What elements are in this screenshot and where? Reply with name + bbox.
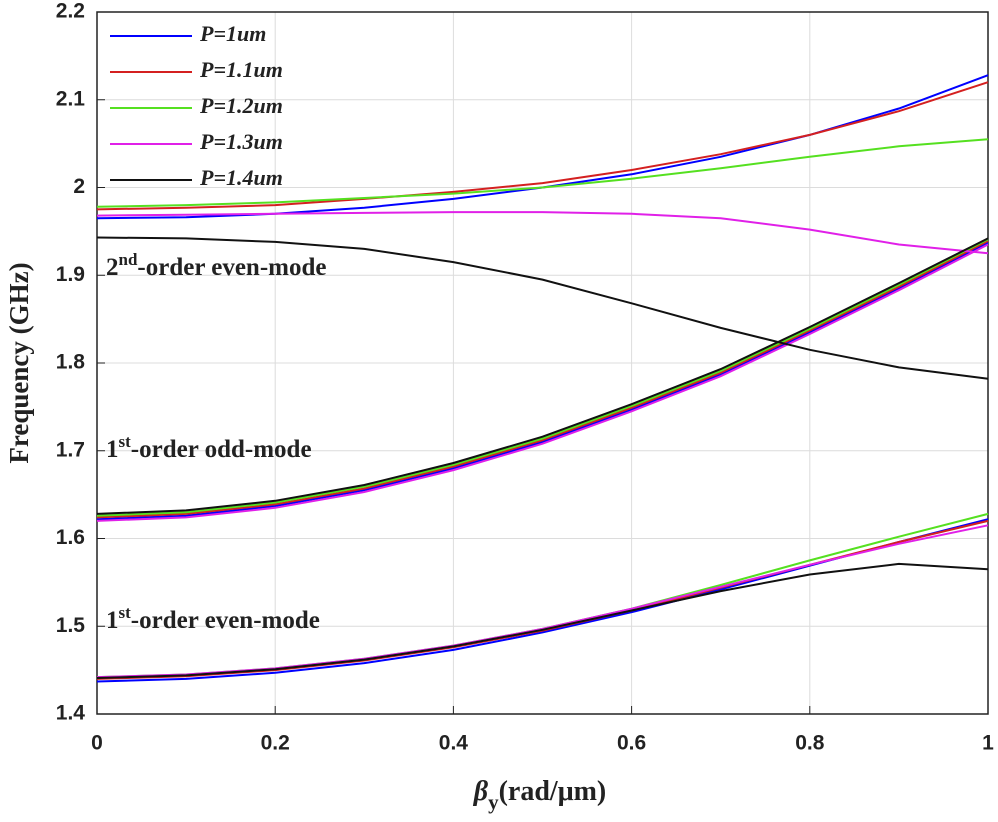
series-line [96,241,989,521]
mode-label-sup: st [119,603,132,622]
mode-label: 1st-order even-mode [106,603,320,634]
y-tick-label: 1.4 [56,702,86,725]
mode-label-text: -order even-mode [137,254,326,281]
x-label-sub: y [488,790,499,814]
legend-label: P=1um [199,21,266,46]
y-tick-label: 1.7 [56,438,85,461]
y-tick-label: 1.5 [56,614,86,637]
x-tick-label: 0.8 [795,732,825,755]
x-tick-label: 1 [982,732,994,755]
y-tick-label: 2 [73,175,85,198]
mode-label-sup: st [119,432,132,451]
plot-frame [96,11,989,715]
mode-label-number: 1 [106,436,119,463]
series-line [96,562,989,679]
y-tick-label: 2.1 [56,87,86,110]
x-label-symbol: β [473,776,489,807]
series-line [96,237,989,515]
legend-label: P=1.1um [199,57,283,82]
series-line [96,236,989,380]
y-tick-label: 1.8 [56,351,86,374]
y-tick-label: 2.2 [56,0,85,23]
legend-label: P=1.4um [199,165,283,190]
mode-label-text: -order odd-mode [131,436,312,463]
x-tick-label: 0.4 [439,732,469,755]
y-tick-label: 1.6 [56,526,85,549]
x-label-unit: (rad/μm) [499,776,607,807]
series-line [96,243,989,522]
series-line [96,211,989,255]
series-line [96,138,989,208]
mode-label: 2nd-order even-mode [106,250,326,281]
mode-label: 1st-order odd-mode [106,432,312,463]
mode-label-number: 1 [106,607,119,634]
x-tick-label: 0.2 [261,732,290,755]
mode-label-sup: nd [119,250,138,269]
series-line [96,238,989,517]
series-line [96,518,989,683]
legend-label: P=1.2um [199,93,283,118]
y-tick-label: 1.9 [56,263,85,286]
x-tick-label: 0 [91,732,103,755]
series-line [96,519,989,680]
x-tick-label: 0.6 [617,732,646,755]
series-line [96,240,989,519]
legend-label: P=1.3um [199,129,283,154]
mode-label-text: -order even-mode [131,607,320,634]
mode-label-number: 2 [106,254,119,281]
x-axis-label: βy(rad/μm) [473,776,606,814]
series-line [96,81,989,211]
y-axis-label: Frequency (GHz) [4,262,34,463]
